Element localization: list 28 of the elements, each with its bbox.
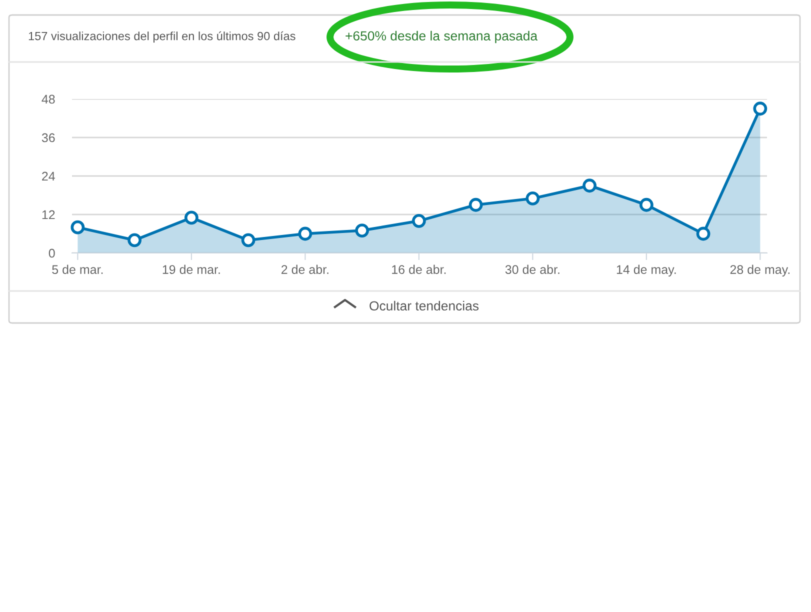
x-tick-label: 2 de abr. (281, 264, 328, 274)
point (468, 198, 483, 212)
point (753, 102, 768, 116)
x-tick-label: 28 de may. (730, 264, 790, 276)
x-tick-label: 19 de mar. (162, 264, 220, 274)
point (696, 226, 710, 241)
point (241, 233, 256, 248)
chart-subtitle: +650% desde la semana pasada (346, 30, 538, 44)
y-tick-label: 36 (42, 133, 55, 142)
x-tick-label: 30 de abr. (505, 264, 560, 274)
point (128, 233, 142, 248)
point (639, 198, 654, 212)
y-tick-label: 48 (42, 94, 55, 104)
point (184, 210, 198, 225)
point (526, 192, 540, 206)
chart-title: 157 visualizaciones del perfil en los últimos 90 días (28, 31, 296, 43)
y-tick-label: 12 (42, 210, 55, 220)
text: Ocultar tendencias (370, 300, 479, 311)
point (412, 214, 426, 228)
x-tick-label: 5 de mar. (52, 264, 103, 274)
point (70, 220, 85, 234)
point (582, 178, 596, 193)
x-tick-label: 16 de abr. (392, 264, 446, 274)
y-tick-label: 24 (42, 172, 55, 181)
x-tick-label: 14 de may. (616, 264, 676, 276)
y-tick-label: 0 (48, 248, 55, 258)
point (298, 226, 312, 241)
point (355, 224, 370, 238)
